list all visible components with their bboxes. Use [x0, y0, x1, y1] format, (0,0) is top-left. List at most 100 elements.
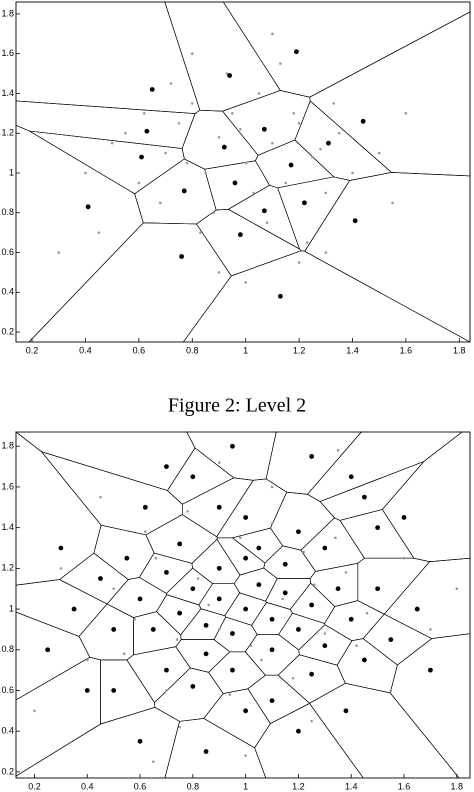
sample-point — [97, 231, 101, 234]
sample-point — [124, 131, 127, 135]
y-tick-label: 0.2 — [1, 766, 14, 776]
sample-point — [319, 147, 322, 151]
center-point — [58, 545, 64, 551]
center-point — [216, 504, 222, 510]
center-point — [309, 602, 315, 608]
x-tick-label: 1.2 — [292, 781, 305, 791]
center-point — [243, 515, 249, 520]
center-point — [269, 616, 275, 622]
sample-point — [175, 638, 179, 641]
center-point — [243, 708, 249, 714]
voronoi-cell — [15, 706, 180, 779]
center-point — [375, 525, 381, 531]
sample-point — [198, 231, 202, 234]
y-tick-label: 1.2 — [1, 563, 14, 573]
center-point — [177, 541, 183, 547]
y-tick-label: 0.4 — [1, 726, 14, 736]
center-point — [150, 627, 156, 632]
center-point — [232, 180, 238, 186]
sample-point — [297, 121, 301, 125]
center-point — [149, 87, 155, 92]
center-point — [348, 616, 354, 622]
sample-point — [270, 485, 274, 489]
center-point — [348, 474, 354, 480]
voronoi-cell — [309, 562, 359, 607]
center-point — [142, 504, 148, 510]
voronoi-cell — [216, 537, 266, 576]
center-point — [362, 657, 367, 663]
sample-point — [271, 141, 274, 145]
voronoi-cell — [300, 517, 365, 572]
center-point — [375, 586, 381, 592]
center-point — [326, 140, 331, 146]
voronoi-cell — [29, 130, 185, 195]
center-point — [243, 555, 249, 561]
y-tick-label: 1.6 — [1, 48, 14, 58]
sample-point — [323, 632, 327, 635]
voronoi-cell — [222, 90, 311, 156]
y-tick-label: 1 — [9, 603, 14, 613]
x-tick-label: 0.4 — [81, 781, 94, 791]
voronoi-cell — [254, 703, 364, 779]
sample-point — [133, 617, 137, 621]
center-point — [221, 144, 227, 150]
voronoi-cell — [180, 608, 227, 640]
center-point — [269, 698, 275, 704]
sample-point — [84, 171, 87, 175]
voronoi-cell — [231, 527, 284, 564]
sample-point — [122, 652, 126, 656]
center-point — [322, 545, 328, 551]
sample-point — [204, 171, 207, 175]
voronoi-cell — [154, 667, 224, 722]
voronoi-cell — [203, 688, 271, 749]
y-tick-label: 1.4 — [1, 522, 14, 532]
voronoi-cell — [100, 659, 156, 725]
sample-point — [196, 577, 200, 580]
voronoi-cell — [93, 524, 155, 580]
voronoi-cell — [191, 538, 241, 584]
voronoi-cell — [277, 176, 351, 252]
voronoi-cell — [304, 172, 471, 343]
x-tick-label: 1.2 — [293, 345, 306, 355]
voronoi-cell — [15, 611, 91, 701]
center-point — [98, 576, 103, 581]
center-point — [256, 545, 262, 551]
sample-point — [344, 571, 348, 574]
sample-point — [59, 567, 63, 570]
voronoi-cell — [15, 579, 108, 637]
voronoi-cell — [233, 567, 278, 602]
voronoi-cell — [324, 600, 385, 642]
sample-point — [270, 522, 274, 525]
sample-point — [142, 112, 146, 115]
voronoi-cell — [222, 1, 471, 98]
x-tick-label: 1.6 — [400, 345, 413, 355]
y-tick-label: 1.6 — [1, 481, 14, 491]
sample-point — [310, 719, 313, 723]
voronoi-cell — [357, 557, 431, 615]
center-point — [71, 606, 77, 612]
center-point — [84, 688, 90, 693]
x-tick-label: 1.8 — [451, 781, 464, 791]
sample-point — [110, 141, 114, 145]
sample-point — [291, 676, 295, 680]
center-point — [190, 474, 196, 480]
sample-point — [217, 271, 221, 274]
voronoi-cell — [227, 184, 301, 250]
center-point — [230, 631, 235, 636]
voronoi-cell — [319, 461, 425, 521]
sample-point — [217, 135, 221, 139]
y-tick-label: 0.4 — [1, 287, 14, 297]
sample-point — [190, 52, 194, 55]
plot-frame — [15, 1, 471, 343]
center-point — [237, 232, 243, 238]
center-point — [428, 667, 433, 673]
voronoi-cell — [145, 514, 218, 564]
center-point — [335, 586, 341, 592]
center-point — [296, 627, 301, 632]
x-tick-label: 1 — [243, 345, 248, 355]
sample-point — [186, 510, 189, 513]
y-tick-label: 0.6 — [1, 685, 14, 695]
sample-point — [190, 102, 194, 105]
voronoi-cell — [186, 431, 277, 481]
sample-point — [292, 112, 296, 115]
